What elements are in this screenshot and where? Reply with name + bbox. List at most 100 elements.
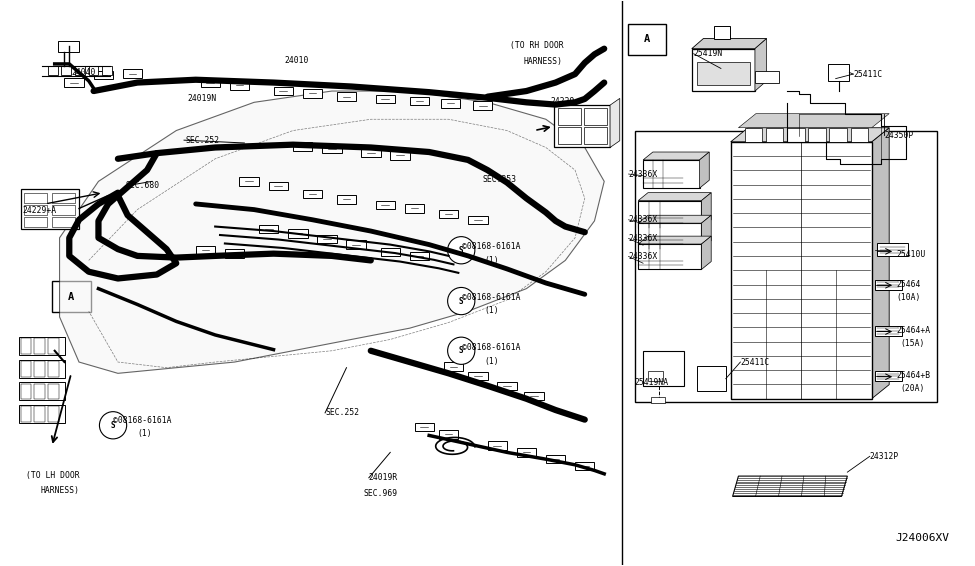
Text: SEC.252: SEC.252 bbox=[325, 408, 359, 417]
Bar bbox=[696, 366, 725, 392]
Bar bbox=[410, 97, 429, 105]
Text: 25464: 25464 bbox=[896, 280, 920, 289]
Bar bbox=[23, 193, 47, 203]
Bar bbox=[875, 371, 902, 381]
Bar bbox=[89, 66, 98, 75]
Text: ©08168-6161A: ©08168-6161A bbox=[113, 415, 172, 424]
Polygon shape bbox=[59, 91, 604, 374]
Bar bbox=[375, 95, 395, 103]
Bar bbox=[546, 455, 565, 464]
Bar bbox=[23, 217, 47, 227]
Text: (1): (1) bbox=[485, 256, 499, 265]
Polygon shape bbox=[701, 215, 711, 248]
Bar bbox=[745, 128, 762, 142]
Circle shape bbox=[448, 237, 475, 264]
Bar bbox=[94, 71, 113, 79]
Text: (20A): (20A) bbox=[900, 384, 924, 392]
Polygon shape bbox=[639, 192, 711, 200]
Bar bbox=[414, 423, 434, 431]
Circle shape bbox=[99, 411, 127, 439]
Bar bbox=[639, 200, 701, 228]
Bar bbox=[48, 66, 58, 75]
Bar bbox=[488, 441, 507, 450]
Bar bbox=[380, 248, 400, 256]
Bar bbox=[584, 127, 606, 144]
Bar bbox=[19, 337, 65, 355]
Polygon shape bbox=[755, 38, 766, 91]
Polygon shape bbox=[639, 215, 711, 223]
Bar bbox=[441, 99, 460, 108]
Bar bbox=[34, 361, 45, 377]
Bar bbox=[554, 105, 610, 148]
Text: 24010: 24010 bbox=[285, 56, 309, 65]
Bar bbox=[644, 351, 684, 386]
Text: 24336X: 24336X bbox=[629, 170, 658, 178]
Bar bbox=[52, 205, 75, 215]
Bar bbox=[19, 405, 65, 423]
Text: A: A bbox=[644, 35, 650, 44]
Bar bbox=[525, 392, 544, 400]
Bar bbox=[730, 142, 872, 398]
Text: S: S bbox=[459, 346, 463, 355]
Polygon shape bbox=[738, 114, 889, 128]
Bar bbox=[61, 66, 71, 75]
Bar bbox=[19, 360, 65, 378]
Text: SEC.680: SEC.680 bbox=[126, 181, 160, 190]
Bar bbox=[75, 66, 85, 75]
Polygon shape bbox=[732, 476, 847, 496]
Text: 24336X: 24336X bbox=[629, 252, 658, 261]
Bar bbox=[20, 406, 31, 422]
Bar bbox=[48, 384, 58, 399]
Bar bbox=[875, 280, 902, 290]
Text: 24229: 24229 bbox=[551, 97, 575, 106]
Bar bbox=[34, 384, 45, 399]
Bar bbox=[696, 62, 750, 85]
Bar bbox=[58, 41, 79, 52]
Text: 24019R: 24019R bbox=[369, 473, 398, 482]
Bar bbox=[34, 406, 45, 422]
Text: 25419N: 25419N bbox=[693, 49, 722, 58]
Text: 24350P: 24350P bbox=[884, 131, 914, 140]
Bar bbox=[201, 79, 220, 87]
Text: HARNESS): HARNESS) bbox=[40, 486, 79, 495]
Text: SEC.969: SEC.969 bbox=[363, 488, 397, 498]
Text: HARNESS): HARNESS) bbox=[524, 57, 563, 66]
Bar bbox=[691, 49, 755, 91]
Text: 24336X: 24336X bbox=[629, 215, 658, 224]
Bar bbox=[830, 128, 847, 142]
Bar bbox=[64, 78, 84, 87]
Text: 24336X: 24336X bbox=[629, 234, 658, 243]
Bar bbox=[644, 160, 699, 188]
Bar bbox=[302, 89, 322, 97]
Bar bbox=[410, 252, 429, 260]
Circle shape bbox=[448, 337, 475, 365]
Bar bbox=[877, 243, 908, 256]
Bar bbox=[473, 101, 492, 110]
Polygon shape bbox=[644, 152, 709, 160]
Polygon shape bbox=[872, 128, 889, 398]
Bar bbox=[497, 381, 517, 390]
Polygon shape bbox=[699, 152, 709, 188]
Bar bbox=[48, 338, 58, 354]
Polygon shape bbox=[691, 38, 766, 49]
Bar bbox=[20, 361, 31, 377]
Polygon shape bbox=[701, 236, 711, 269]
Text: SEC.252: SEC.252 bbox=[186, 136, 220, 145]
Bar bbox=[346, 241, 366, 249]
Bar bbox=[322, 144, 341, 153]
Bar bbox=[259, 225, 279, 233]
Bar bbox=[639, 244, 701, 269]
Text: 24019N: 24019N bbox=[188, 95, 217, 104]
Bar bbox=[714, 26, 729, 38]
Bar bbox=[225, 250, 245, 258]
Bar bbox=[52, 281, 91, 312]
Bar bbox=[468, 372, 488, 380]
Bar bbox=[317, 235, 336, 243]
Polygon shape bbox=[755, 71, 779, 83]
Bar bbox=[230, 81, 250, 89]
Bar bbox=[444, 362, 463, 371]
Text: (TO RH DOOR: (TO RH DOOR bbox=[510, 41, 564, 50]
Bar bbox=[575, 462, 595, 470]
Bar bbox=[23, 205, 47, 215]
Bar bbox=[375, 201, 395, 209]
